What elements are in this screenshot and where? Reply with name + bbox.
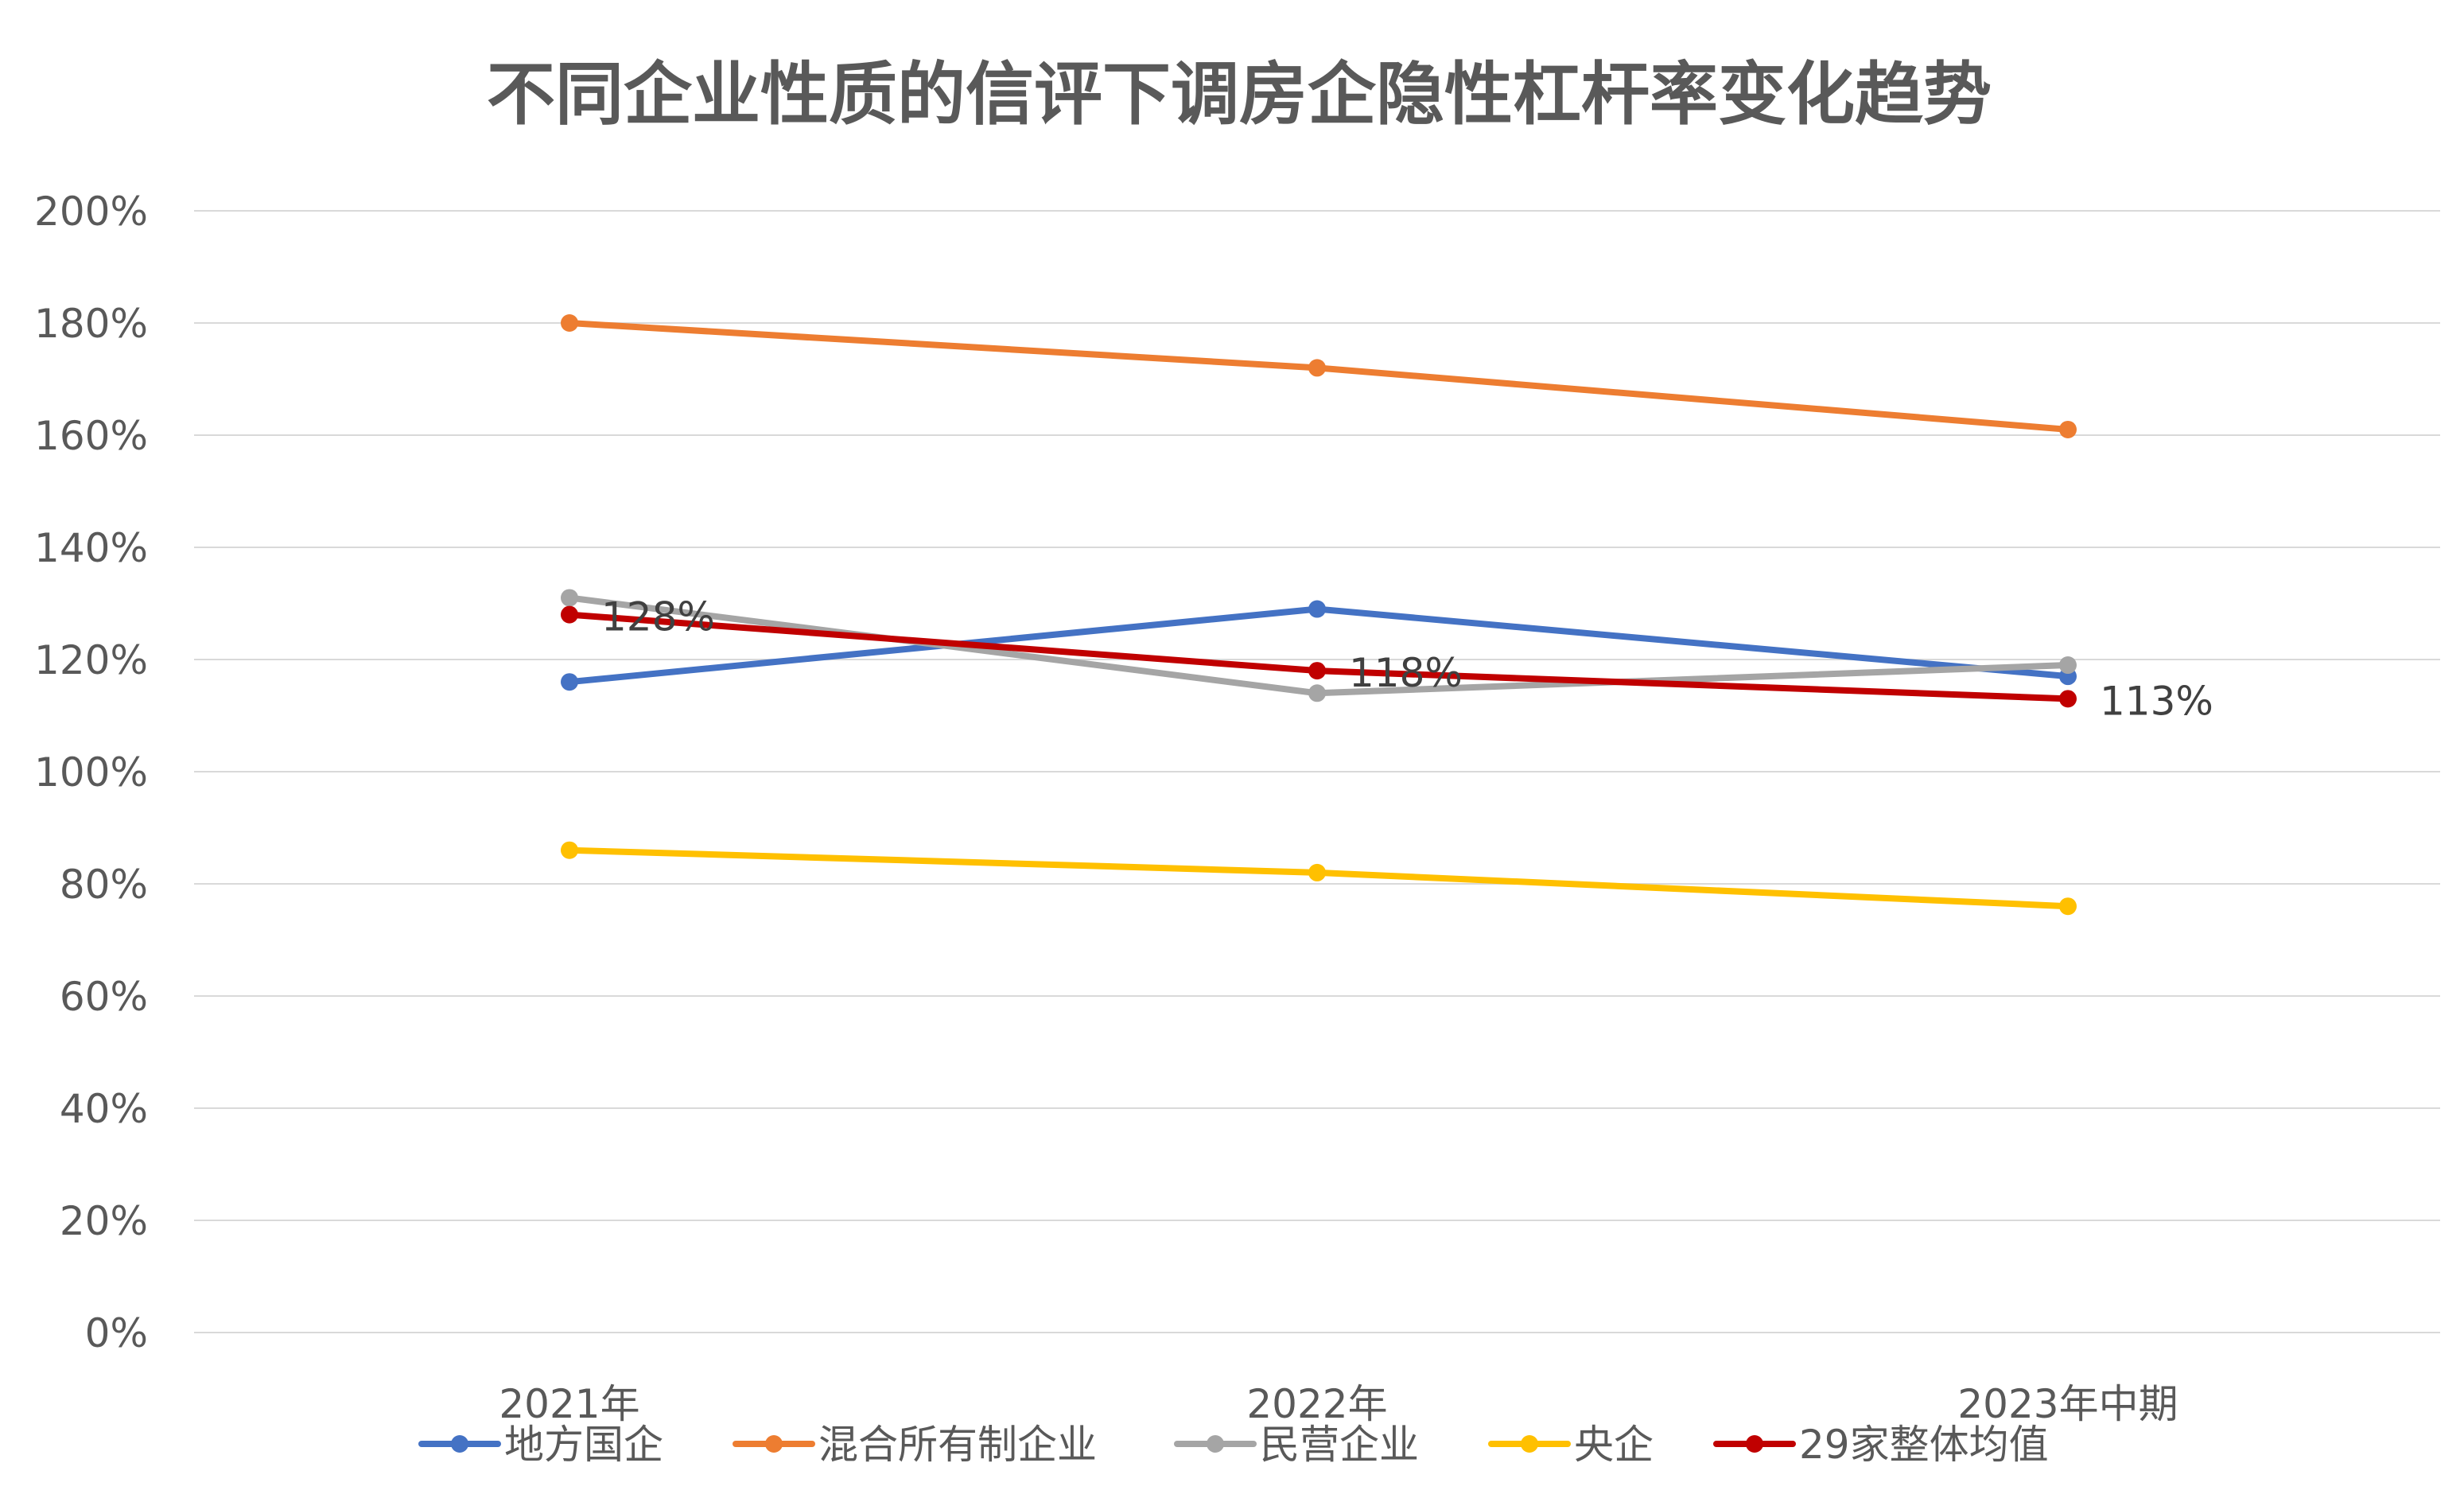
y-axis-ticks: 0% 20% 40% 60% 80% 100% 120% 140% 160% 180% 200% <box>34 189 148 1356</box>
data-point <box>561 314 578 332</box>
y-tick-label: 100% <box>34 749 148 796</box>
data-point <box>561 589 578 607</box>
legend: 地方国企 混合所有制企业 民营企业 央企 29家整体均值 <box>418 1422 2049 1468</box>
series-2 <box>561 589 2077 702</box>
legend-marker-icon <box>451 1435 468 1453</box>
y-tick-label: 140% <box>34 525 148 571</box>
data-point <box>2059 897 2077 916</box>
y-tick-label: 40% <box>60 1086 148 1132</box>
legend-label: 29家整体均值 <box>1799 1422 2049 1468</box>
data-label: 113% <box>2100 678 2213 724</box>
legend-item: 混合所有制企业 <box>733 1422 1097 1468</box>
series-1 <box>561 314 2077 438</box>
data-labels: 128% 118% 113% <box>601 594 2213 725</box>
data-point <box>1308 684 1326 702</box>
data-point <box>2059 690 2077 708</box>
series-4 <box>561 605 2077 708</box>
series-lines <box>561 314 2077 916</box>
data-point <box>561 841 578 859</box>
legend-label: 混合所有制企业 <box>818 1422 1097 1468</box>
data-point <box>1308 662 1326 680</box>
data-point <box>2059 420 2077 438</box>
legend-marker-icon <box>1746 1435 1763 1453</box>
data-label: 118% <box>1349 650 1463 696</box>
chart-title: 不同企业性质的信评下调房企隐性杠杆率变化趋势 <box>487 55 1992 134</box>
series-3 <box>561 841 2077 916</box>
x-tick-label: 2022年 <box>1246 1381 1387 1427</box>
legend-item: 民营企业 <box>1174 1422 1419 1468</box>
legend-label: 民营企业 <box>1260 1422 1419 1468</box>
data-point <box>1308 600 1326 618</box>
data-point <box>1308 863 1326 881</box>
x-axis-ticks: 2021年 2022年 2023年中期 <box>499 1381 2178 1427</box>
data-point <box>561 605 578 624</box>
legend-item: 央企 <box>1488 1422 1654 1468</box>
data-label: 128% <box>601 594 715 640</box>
y-tick-label: 60% <box>60 974 148 1020</box>
series-0 <box>561 600 2077 691</box>
legend-marker-icon <box>765 1435 783 1453</box>
y-tick-label: 160% <box>34 413 148 459</box>
x-tick-label: 2023年中期 <box>1957 1381 2178 1427</box>
y-tick-label: 180% <box>34 301 148 347</box>
y-tick-label: 20% <box>60 1198 148 1244</box>
data-point <box>2059 656 2077 675</box>
data-point <box>561 673 578 691</box>
y-tick-label: 120% <box>34 637 148 683</box>
gridlines <box>194 210 2440 1333</box>
legend-item: 地方国企 <box>418 1422 663 1468</box>
legend-marker-icon <box>1207 1435 1224 1453</box>
legend-item: 29家整体均值 <box>1713 1422 2049 1468</box>
legend-marker-icon <box>1521 1435 1538 1453</box>
x-tick-label: 2021年 <box>499 1381 639 1427</box>
data-point <box>1308 359 1326 377</box>
legend-label: 地方国企 <box>504 1422 663 1468</box>
legend-label: 央企 <box>1574 1422 1654 1468</box>
y-tick-label: 200% <box>34 189 148 235</box>
y-tick-label: 0% <box>85 1310 148 1356</box>
y-tick-label: 80% <box>60 862 148 908</box>
